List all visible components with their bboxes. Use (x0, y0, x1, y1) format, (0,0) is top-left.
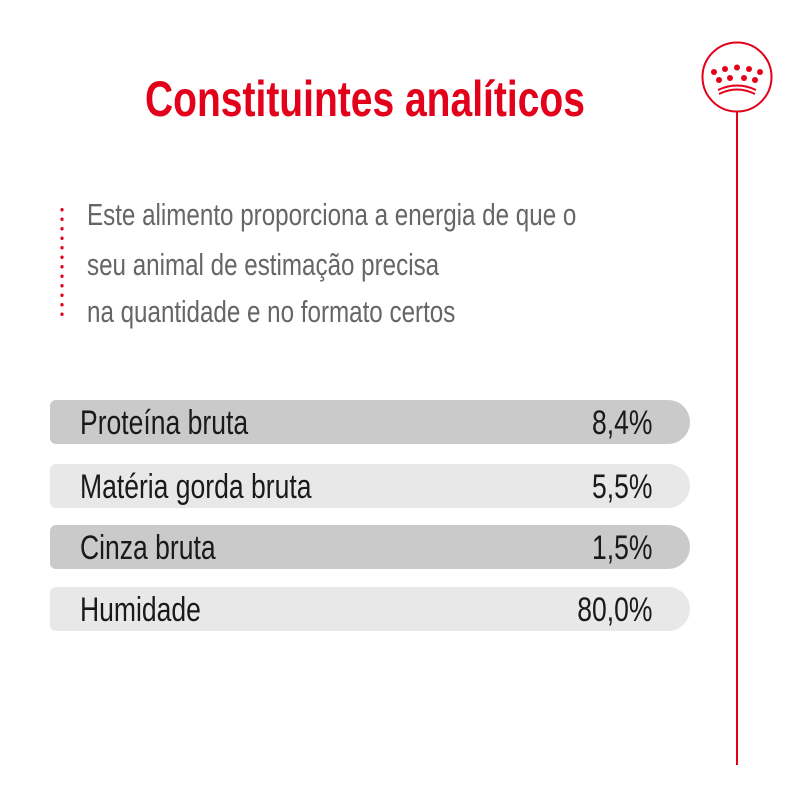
description-line: na quantidade e no formato certos (87, 294, 456, 329)
table-row: Matéria gorda bruta 5,5% (50, 464, 690, 508)
row-value: 80,0% (576, 591, 652, 629)
page-title: Constituintes analíticos (145, 71, 585, 127)
dotted-divider (60, 205, 64, 320)
row-value: 8,4% (591, 404, 652, 442)
row-value: 5,5% (591, 468, 652, 506)
crown-icon (701, 41, 773, 113)
description-line: seu animal de estimação precisa (87, 247, 440, 282)
table-row: Proteína bruta 8,4% (50, 400, 690, 444)
row-label: Humidade (80, 591, 201, 629)
description-line: Este alimento proporciona a energia de q… (87, 197, 577, 232)
row-label: Proteína bruta (80, 404, 249, 442)
row-label: Matéria gorda bruta (80, 468, 312, 506)
vertical-divider (736, 112, 738, 765)
table-row: Humidade 80,0% (50, 587, 690, 631)
row-value: 1,5% (591, 529, 652, 567)
table-row: Cinza bruta 1,5% (50, 525, 690, 569)
row-label: Cinza bruta (80, 529, 216, 567)
